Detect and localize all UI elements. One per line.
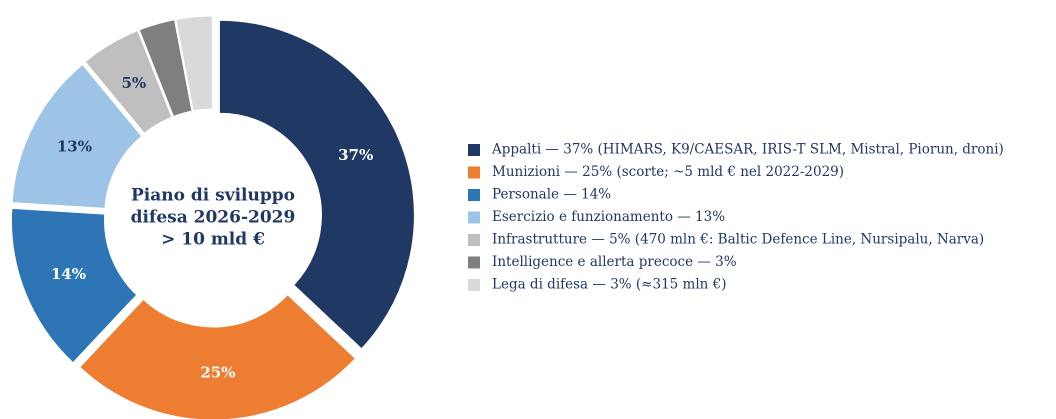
legend-label: Lega di difesa — 3% (≈315 mln €) bbox=[492, 277, 727, 293]
legend-label: Munizioni — 25% (scorte; ~5 mld € nel 20… bbox=[492, 164, 844, 180]
legend-label: Esercizio e funzionamento — 13% bbox=[492, 209, 725, 225]
center-text: Piano di sviluppo bbox=[131, 186, 295, 206]
slice-label: 5% bbox=[121, 74, 146, 92]
legend-swatch bbox=[468, 256, 480, 269]
donut-slice bbox=[138, 19, 193, 118]
slice-label: 25% bbox=[200, 363, 235, 381]
legend-swatch bbox=[468, 166, 480, 179]
legend-swatch bbox=[468, 279, 480, 291]
slice-label: 13% bbox=[57, 137, 92, 155]
legend-label: Infrastrutture — 5% (470 mln €: Baltic D… bbox=[492, 232, 984, 248]
legend-label: Appalti — 37% (HIMARS, K9/CAESAR, IRIS-T… bbox=[491, 142, 1004, 158]
legend-swatch bbox=[468, 189, 480, 201]
slice-label: 14% bbox=[51, 265, 86, 283]
slice-label: 37% bbox=[338, 146, 373, 164]
donut-slice bbox=[11, 63, 143, 209]
donut-slice bbox=[218, 19, 415, 350]
legend-swatch bbox=[468, 144, 480, 156]
donut-slice bbox=[175, 15, 213, 112]
center-text: difesa 2026-2029 bbox=[131, 208, 296, 228]
legend-swatch bbox=[468, 234, 480, 246]
donut-slice bbox=[79, 294, 357, 419]
legend-label: Intelligence e allerta precoce — 3% bbox=[492, 254, 737, 270]
donut-slice bbox=[84, 30, 173, 135]
center-text: > 10 mld € bbox=[161, 230, 265, 250]
legend-label: Personale — 14% bbox=[492, 187, 611, 203]
donut-slice bbox=[10, 207, 138, 364]
legend-swatch bbox=[468, 211, 480, 224]
